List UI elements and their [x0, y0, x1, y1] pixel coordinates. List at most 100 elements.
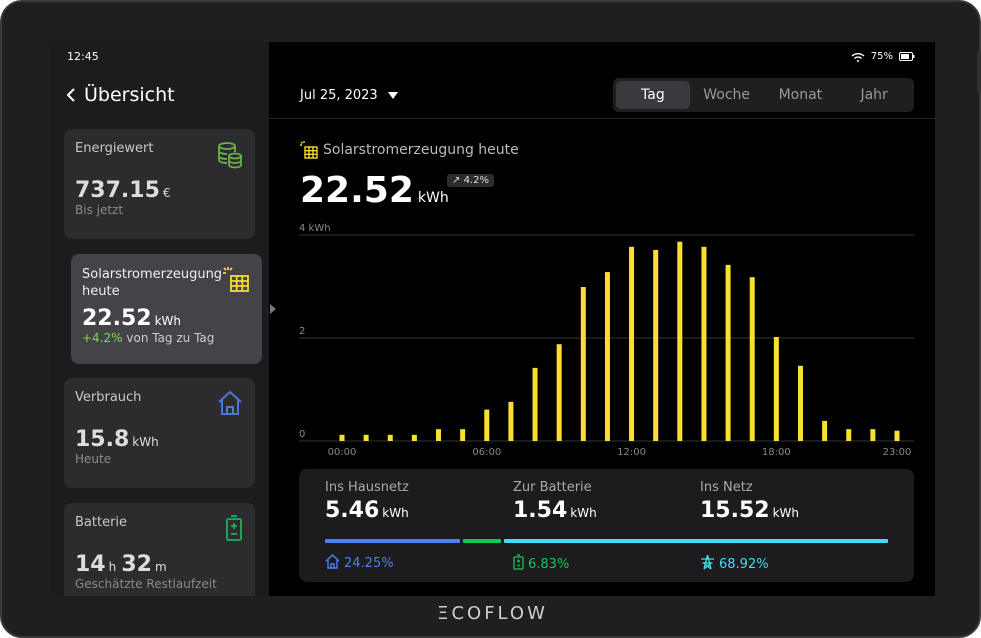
card-change: +4.2%	[82, 331, 123, 345]
card-verbrauch[interactable]: Verbrauch 15.8 kWh Heute	[64, 378, 255, 488]
status-bar: 75%	[851, 51, 915, 62]
bar-07:00	[508, 401, 514, 441]
ecoflow-logo: ΞCOFLOW	[437, 603, 548, 624]
bar-11:00	[604, 272, 610, 441]
card-subtitle: Bis jetzt	[75, 203, 124, 217]
y-tick-label: 0	[299, 429, 305, 440]
period-tabs: Tag Woche Monat Jahr	[613, 78, 914, 112]
breakdown-panel: Ins Hausnetz 5.46 kWh 24.25% Zur Batterie…	[299, 469, 914, 582]
bar-21:00	[846, 429, 852, 441]
battery-percent: 75%	[870, 51, 893, 62]
clock: 12:45	[67, 50, 99, 63]
date-value: Jul 25, 2023	[300, 88, 378, 103]
card-solar[interactable]: Solarstromerzeugung heute 22.52 kWh +4.2%…	[71, 254, 262, 364]
bar-17:00	[749, 277, 755, 441]
tab-tag[interactable]: Tag	[616, 81, 690, 109]
solar-bar-chart: 0 2 4 kWh 00:00 06:00 12:00 18:00 23:00	[299, 223, 914, 458]
battery-status-icon	[899, 52, 915, 61]
x-tick-label: 06:00	[472, 447, 501, 458]
wifi-icon	[851, 52, 865, 62]
side-button	[977, 52, 981, 92]
house-icon	[218, 390, 242, 415]
change-value: 4.2%	[463, 175, 489, 186]
card-energiewert[interactable]: Energiewert 737.15 € Bis jetzt	[64, 129, 255, 239]
y-tick-label: 4 kWh	[299, 223, 331, 234]
card-unit: kWh	[132, 435, 159, 449]
bar-19:00	[797, 365, 803, 441]
breakdown-label: Ins Hausnetz	[325, 480, 409, 495]
total-unit: kWh	[417, 190, 449, 206]
bar-01:00	[363, 434, 369, 441]
bar-00:00	[339, 434, 345, 441]
card-batterie[interactable]: Batterie 14 h 32 m Geschätzte Restlaufzeit	[64, 503, 255, 596]
sidebar: 12:45 Übersicht Energiewert 737.15 € Bis …	[50, 42, 276, 596]
card-title: Solarstromerzeugung heute	[82, 267, 223, 299]
card-title: Verbrauch	[75, 390, 142, 405]
share-bar	[504, 539, 888, 543]
hours-value: 14	[75, 552, 106, 577]
x-tick-label: 23:00	[883, 447, 912, 458]
breakdown-percent: 24.25%	[325, 554, 394, 573]
card-subtitle: Geschätzte Restlaufzeit	[75, 577, 217, 591]
bar-10:00	[580, 287, 586, 441]
chevron-left-icon	[66, 88, 75, 102]
bar-20:00	[822, 420, 828, 441]
bar-12:00	[629, 246, 635, 441]
bar-05:00	[460, 429, 466, 441]
solar-panel-icon	[223, 267, 249, 292]
bar-22:00	[870, 429, 876, 441]
x-tick-label: 00:00	[328, 447, 357, 458]
breakdown-value: 1.54	[513, 498, 568, 523]
bar-02:00	[387, 434, 393, 441]
tab-woche[interactable]: Woche	[703, 87, 751, 103]
card-value: 22.52	[82, 306, 152, 331]
bar-14:00	[677, 241, 683, 441]
bar-18:00	[773, 336, 779, 441]
card-value: 737.15	[75, 178, 160, 203]
power-tower-icon	[700, 554, 715, 574]
breakdown-value: 15.52	[700, 498, 770, 523]
page-title: Übersicht	[84, 84, 175, 106]
breakdown-unit: kWh	[772, 506, 800, 520]
bar-04:00	[436, 429, 442, 441]
y-tick-label: 2	[299, 326, 305, 337]
bar-23:00	[894, 430, 900, 441]
house-icon	[325, 554, 340, 573]
bar-03:00	[411, 434, 417, 441]
card-title: Energiewert	[75, 141, 154, 156]
breakdown-unit: kWh	[382, 506, 409, 520]
main-panel: 75% Jul 25, 2023 Tag Woche Monat Jahr So…	[269, 42, 935, 596]
solar-panel-icon	[300, 141, 318, 159]
breakdown-label: Ins Netz	[700, 480, 753, 495]
breakdown-label: Zur Batterie	[513, 480, 592, 495]
tab-jahr[interactable]: Jahr	[860, 87, 888, 103]
tab-monat[interactable]: Monat	[778, 87, 823, 103]
breakdown-percent: 68.92%	[700, 554, 769, 574]
back-button[interactable]: Übersicht	[66, 84, 175, 106]
chart-title: Solarstromerzeugung heute	[300, 141, 519, 159]
breakdown-percent: 6.83%	[513, 554, 569, 574]
bar-13:00	[653, 249, 659, 441]
date-picker[interactable]: Jul 25, 2023	[300, 88, 398, 103]
card-subtitle: Heute	[75, 452, 112, 466]
minutes-unit: m	[154, 560, 167, 574]
battery-icon	[226, 515, 242, 541]
minutes-value: 32	[121, 552, 152, 577]
hours-unit: h	[108, 560, 117, 574]
bar-16:00	[725, 264, 731, 441]
x-tick-label: 18:00	[762, 447, 791, 458]
card-unit: €	[162, 186, 171, 200]
caret-down-icon	[387, 92, 398, 99]
bar-15:00	[701, 246, 707, 441]
bar-09:00	[556, 344, 562, 441]
bar-06:00	[484, 409, 490, 441]
card-value: 15.8	[75, 427, 130, 452]
breakdown-item: Zur Batterie 1.54 kWh	[513, 480, 597, 523]
percent-value: 24.25%	[344, 556, 394, 571]
total-value: 22.52 kWh	[300, 170, 449, 211]
bar-08:00	[532, 367, 538, 441]
share-bar	[325, 539, 461, 543]
x-tick-label: 12:00	[617, 447, 646, 458]
share-bar	[463, 539, 502, 543]
